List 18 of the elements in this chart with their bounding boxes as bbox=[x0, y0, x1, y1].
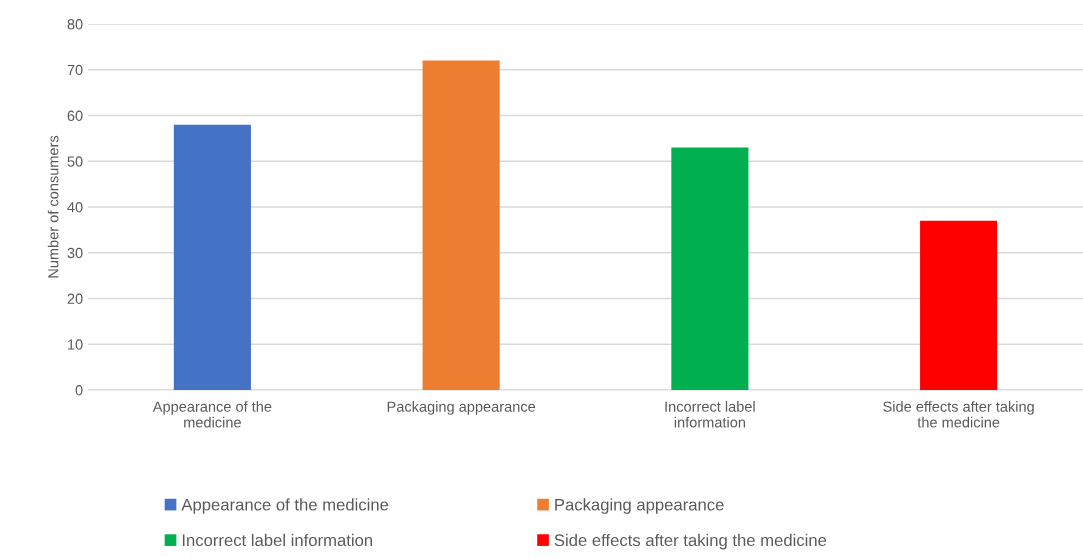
y-tick-label: 70 bbox=[67, 64, 83, 76]
y-tick-label: 0 bbox=[75, 385, 83, 396]
y-tick-label: 10 bbox=[68, 339, 83, 350]
x-tick-label: Side effects after taking the medicine bbox=[883, 401, 1034, 428]
y-tick-label: 80 bbox=[67, 19, 83, 30]
y-tick-label: 30 bbox=[67, 247, 83, 259]
y-tick-label: 60 bbox=[67, 110, 83, 121]
legend-label: Appearance of the medicine bbox=[181, 498, 389, 514]
y-tick-label: 50 bbox=[67, 156, 83, 167]
y-tick-label: 40 bbox=[67, 202, 83, 213]
y-tick-label: 20 bbox=[67, 293, 83, 304]
y-axis-title: Number of consumers bbox=[47, 135, 59, 278]
x-tick-label: Packaging appearance bbox=[387, 401, 536, 415]
x-tick-label: Appearance of the medicine bbox=[152, 401, 272, 428]
legend-label: Side effects after taking the medicine bbox=[554, 533, 827, 550]
x-tick-label: Incorrect label information bbox=[665, 401, 755, 428]
legend-label: Incorrect label information bbox=[182, 533, 373, 547]
legend-label: Packaging appearance bbox=[555, 498, 724, 514]
